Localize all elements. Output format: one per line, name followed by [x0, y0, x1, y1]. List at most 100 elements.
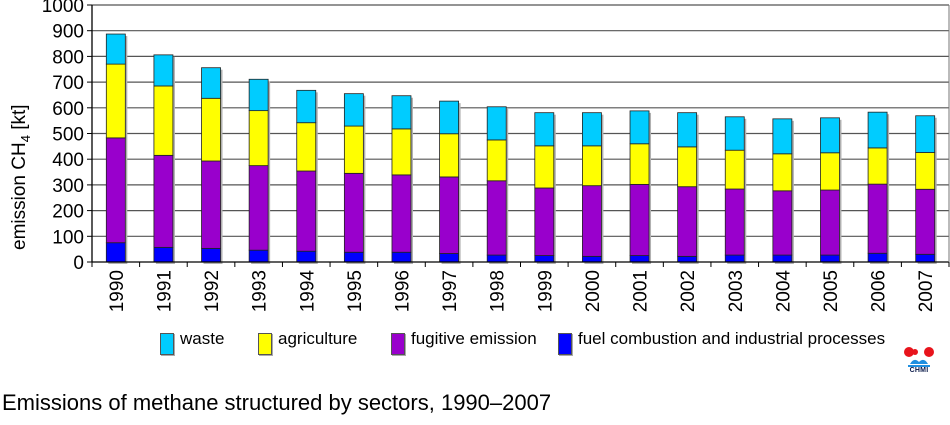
legend-label: fuel combustion and industrial processes: [578, 329, 886, 348]
bar-segment: [391, 174, 412, 253]
bar-segment: [724, 116, 745, 151]
bar-segment: [486, 139, 507, 182]
y-tick-label: 400: [52, 150, 84, 171]
bar-segment: [296, 122, 317, 172]
y-tick-label: 100: [52, 227, 84, 248]
bar-segment: [582, 185, 602, 257]
chmi-logo-text: CHMI: [909, 367, 929, 374]
bar-segment: [153, 54, 174, 87]
bar-segment: [867, 183, 888, 254]
legend-swatch-agriculture: [258, 333, 272, 355]
figure-caption: Emissions of methane structured by secto…: [2, 390, 552, 415]
x-tick-label: 1996: [392, 270, 413, 312]
bar-segment: [248, 249, 269, 263]
bar-segment: [724, 188, 745, 256]
bar-segment: [391, 95, 412, 130]
x-tick-label: 1991: [154, 270, 175, 312]
x-tick-label: 1992: [202, 270, 223, 312]
legend-label: agriculture: [278, 329, 358, 348]
bar-segment: [296, 250, 317, 263]
bar-segment: [867, 252, 888, 263]
bar-segment: [724, 254, 745, 263]
bar-segment: [629, 183, 650, 256]
bar-segment: [772, 254, 793, 263]
bar-segment: [153, 246, 174, 263]
y-tick-label: 800: [52, 47, 84, 68]
legend-item-fuel-combustion: fuel combustion and industrial processes: [558, 329, 885, 355]
gridlines: [87, 4, 949, 263]
chmi-logo-icon: [904, 347, 934, 367]
bar-segment: [582, 145, 602, 187]
bar-segment: [486, 106, 507, 141]
bar-segment: [486, 254, 507, 263]
x-tick-label: 1999: [535, 270, 556, 312]
bar-segment: [677, 186, 698, 257]
y-tick-label: 200: [52, 202, 84, 223]
bar-segment: [296, 170, 317, 252]
bar-segment: [486, 180, 507, 256]
legend-item-fugitive-emission: fugitive emission: [391, 329, 537, 355]
bar-segment: [201, 97, 221, 162]
bar-segment: [105, 137, 126, 244]
bar-segment: [915, 253, 936, 263]
bar-segment: [201, 160, 221, 249]
x-tick-label: 2000: [583, 270, 604, 312]
bar-segment: [534, 187, 555, 256]
y-tick-label: 700: [52, 73, 84, 94]
x-tick-labels: 1990 1991 1992 1993 1994 1995 1996 1997 1998 1999…: [91, 262, 950, 313]
bar-segment: [153, 154, 174, 248]
y-tick-labels: 0 100 200 300 400 500 600 700 800 900 1000: [42, 0, 84, 274]
bar-segment: [201, 67, 221, 99]
y-tick-label: 300: [52, 176, 84, 197]
x-tick-label: 2007: [916, 270, 937, 312]
bar-segment: [343, 172, 364, 253]
x-tick-label: 2003: [726, 270, 747, 312]
legend-label: fugitive emission: [411, 329, 537, 348]
x-tick-label: 2002: [678, 270, 699, 312]
bar-segment: [915, 152, 936, 190]
bar-segment: [582, 255, 602, 263]
legend-item-waste: waste: [160, 329, 224, 355]
bar-segment: [772, 190, 793, 256]
bar-segment: [201, 247, 221, 263]
bar-segment: [820, 254, 840, 263]
bar-segment: [724, 149, 745, 190]
legend-item-agriculture: agriculture: [258, 329, 357, 355]
x-tick-label: 2005: [821, 270, 842, 312]
y-tick-label: 0: [73, 253, 84, 274]
legend-label: waste: [180, 329, 225, 348]
bar-segment: [629, 110, 650, 145]
x-tick-label: 1993: [250, 270, 271, 312]
x-tick-label: 2001: [631, 270, 652, 312]
bar-segment: [677, 146, 698, 188]
bar-segment: [391, 128, 412, 176]
bar-segment: [677, 112, 698, 148]
y-axis-label: emission CH4 [kt]: [9, 104, 33, 250]
bar-segment: [534, 145, 555, 189]
legend-swatch-fugitive-emission: [391, 333, 405, 355]
y-tick-label: 1000: [42, 0, 84, 17]
bar-segment: [534, 112, 555, 147]
bar-segment: [105, 33, 126, 65]
bar-segment: [439, 133, 459, 178]
bar-segment: [439, 100, 459, 135]
bar-segment: [248, 110, 269, 167]
bar-segment: [677, 255, 698, 263]
legend: waste agriculture fugitive emission fuel…: [0, 329, 950, 359]
bar-segment: [867, 147, 888, 185]
legend-swatch-waste: [160, 333, 174, 355]
x-tick-label: 1998: [488, 270, 509, 312]
bar-segment: [629, 255, 650, 263]
x-tick-label: 2004: [773, 270, 794, 313]
y-tick-label: 600: [52, 99, 84, 120]
bar-segment: [105, 63, 126, 139]
x-tick-label: 2006: [869, 270, 890, 312]
legend-swatch-fuel-combustion: [558, 333, 572, 355]
y-tick-label: 500: [52, 125, 84, 146]
bar-segment: [915, 115, 936, 153]
bars: [105, 33, 937, 264]
bar-segment: [867, 111, 888, 149]
bar-segment: [439, 176, 459, 254]
x-tick-label: 1990: [107, 270, 128, 312]
bar-segment: [391, 251, 412, 263]
